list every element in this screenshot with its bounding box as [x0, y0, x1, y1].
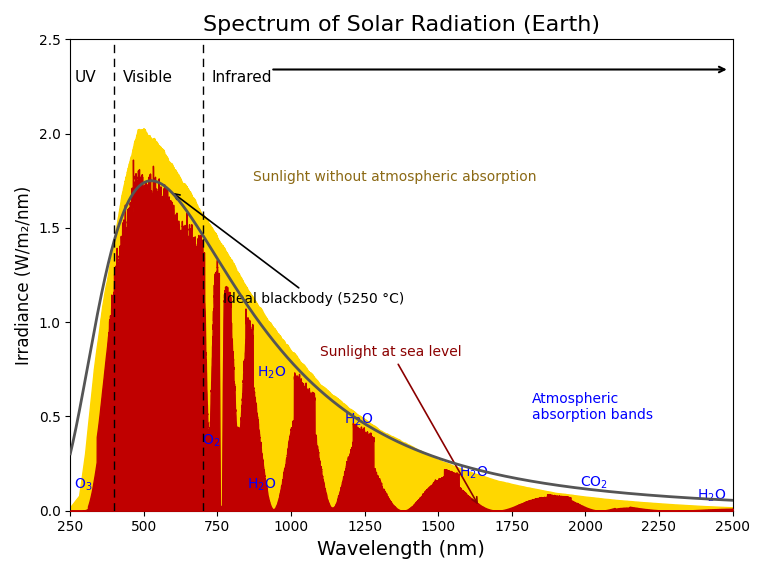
Text: Visible: Visible — [123, 69, 173, 84]
Title: Spectrum of Solar Radiation (Earth): Spectrum of Solar Radiation (Earth) — [203, 15, 600, 35]
Text: UV: UV — [75, 69, 96, 84]
Text: Sunlight at sea level: Sunlight at sea level — [321, 345, 477, 503]
Text: Infrared: Infrared — [212, 69, 272, 84]
Text: O$_2$: O$_2$ — [203, 433, 220, 449]
Text: CO$_2$: CO$_2$ — [580, 474, 608, 491]
Text: Atmospheric
absorption bands: Atmospheric absorption bands — [532, 392, 653, 422]
Y-axis label: Irradiance (W/m₂/nm): Irradiance (W/m₂/nm) — [15, 185, 33, 364]
Text: Sunlight without atmospheric absorption: Sunlight without atmospheric absorption — [252, 170, 536, 184]
Text: Ideal blackbody (5250 °C): Ideal blackbody (5250 °C) — [174, 194, 405, 307]
Text: H$_2$O: H$_2$O — [344, 412, 373, 428]
Text: O$_3$: O$_3$ — [74, 476, 93, 492]
Text: H$_2$O: H$_2$O — [459, 465, 488, 481]
Text: H$_2$O: H$_2$O — [697, 487, 727, 504]
Text: H$_2$O: H$_2$O — [247, 476, 276, 492]
Text: H$_2$O: H$_2$O — [257, 365, 287, 381]
X-axis label: Wavelength (nm): Wavelength (nm) — [317, 540, 485, 559]
